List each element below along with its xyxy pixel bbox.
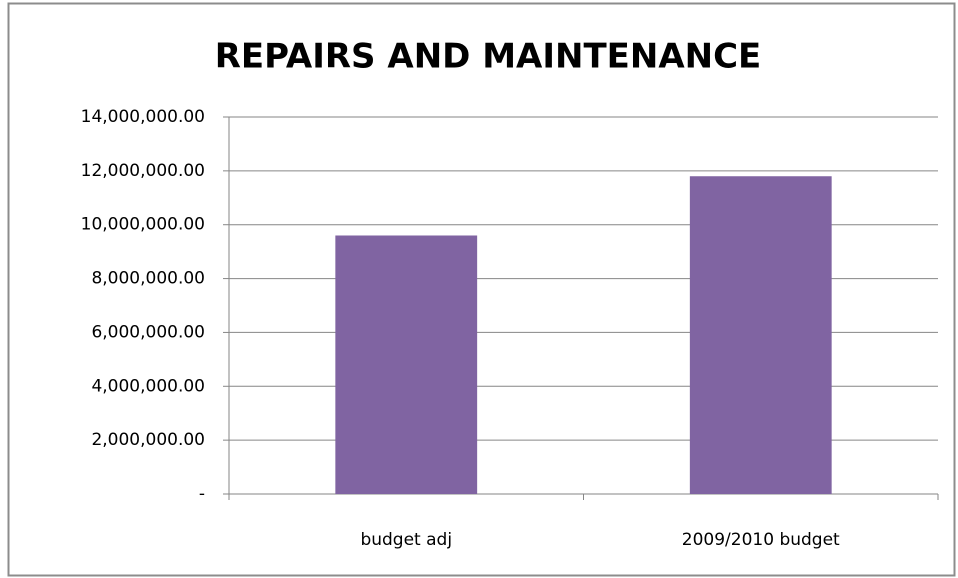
y-tick-label: 14,000,000.00 <box>81 107 205 127</box>
y-tick-label: - <box>199 484 205 504</box>
y-tick-label: 10,000,000.00 <box>81 215 205 235</box>
bar <box>335 235 478 494</box>
y-tick-label: 6,000,000.00 <box>91 322 205 342</box>
y-tick-label: 4,000,000.00 <box>91 376 205 396</box>
y-tick-label: 2,000,000.00 <box>91 430 205 450</box>
x-tick-label: budget adj <box>360 530 452 550</box>
y-tick-label: 8,000,000.00 <box>91 269 205 289</box>
chart-title: REPAIRS AND MAINTENANCE <box>215 37 762 77</box>
x-tick-label: 2009/2010 budget <box>682 530 840 550</box>
y-tick-label: 12,000,000.00 <box>81 161 205 181</box>
bar <box>689 176 832 494</box>
